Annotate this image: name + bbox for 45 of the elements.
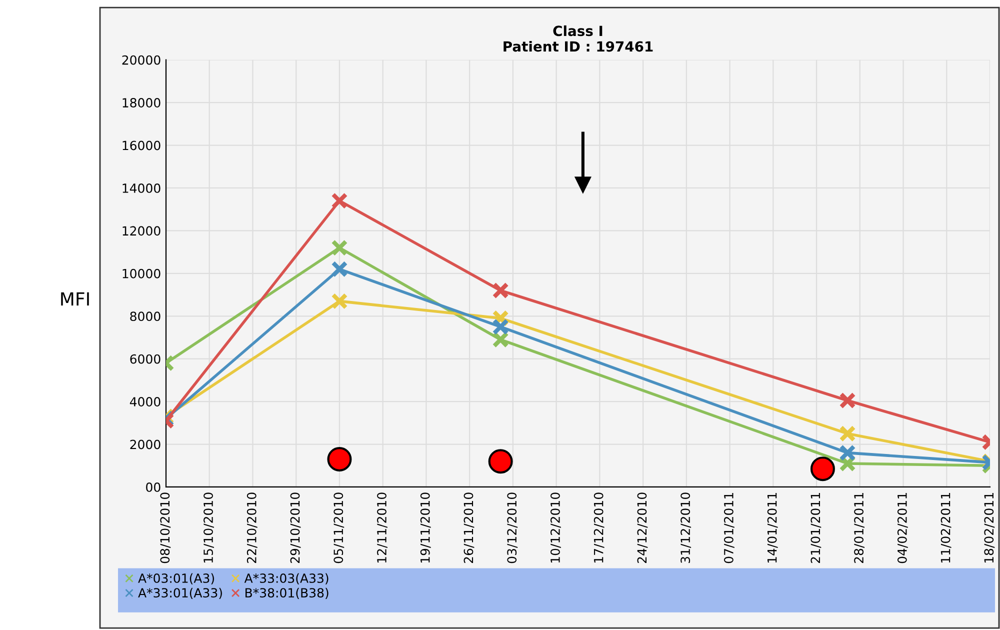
y-tick-label: 6000: [130, 354, 160, 364]
x-tick-label: 21/01/2011: [810, 493, 822, 563]
legend-label: A*33:01(A33): [138, 588, 222, 600]
x-tick-label: 29/10/2010: [290, 492, 301, 563]
x-tick-label: 26/11/2010: [464, 492, 474, 563]
x-tick-label: 28/01/2011: [854, 493, 865, 563]
x-tick-label: 03/12/2010: [507, 492, 518, 564]
y-tick-label: 4000: [130, 397, 160, 406]
legend-label: A*03:01(A3): [138, 573, 214, 584]
x-tick-label: 08/10/2010: [160, 492, 171, 564]
chart-title: Class I Patient ID : 197461: [504, 25, 653, 52]
y-tick-label: 10000: [122, 268, 160, 278]
y-tick-label: 20000: [122, 55, 160, 65]
point: [492, 318, 509, 336]
x-tick-label: 15/10/2010: [204, 492, 214, 563]
x-tick-label: 07/01/2011: [724, 493, 734, 564]
point: [331, 260, 348, 278]
y-axis-title: MFI: [61, 292, 89, 306]
x-tick-label: 14/01/2011: [767, 493, 778, 563]
point: [492, 282, 509, 299]
x-tick-label: 11/02/2011: [940, 493, 952, 563]
x-tick-label: 12/11/2010: [377, 492, 388, 563]
y-tick-label: 14000: [122, 183, 160, 193]
legend-label: A*33:03(A33): [244, 573, 328, 584]
y-tick-label: 16000: [122, 140, 160, 150]
x-tick-label: 04/02/2011: [897, 493, 908, 564]
point: [331, 292, 348, 310]
x-tick-label: 05/11/2010: [334, 492, 344, 564]
point: [331, 239, 348, 256]
point: [488, 449, 513, 474]
y-tick-label: 2000: [130, 440, 160, 450]
x-tick-label: 19/11/2010: [420, 492, 431, 563]
legend-label: B*38:01(B38): [246, 588, 328, 600]
point: [327, 446, 352, 472]
x-tick-label: 18/02/2011: [984, 493, 995, 563]
x-tick-label: 10/12/2010: [550, 492, 561, 563]
x-tick-label: 17/12/2010: [594, 492, 604, 563]
x-tick-label: 31/12/2010: [680, 492, 692, 563]
y-tick-label: 18000: [122, 98, 160, 108]
x-tick-label: 24/12/2010: [637, 492, 648, 563]
y-tick-label: 12000: [122, 226, 160, 236]
x-tick-label: 22/10/2010: [246, 492, 258, 563]
y-tick-label: 00: [146, 482, 160, 492]
y-tick-label: 8000: [130, 312, 160, 322]
point: [331, 192, 348, 210]
